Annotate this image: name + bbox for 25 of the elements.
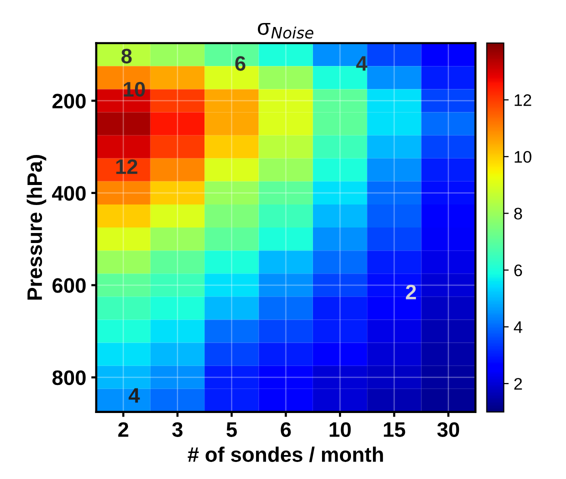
x-tick-label: 2 [118,422,128,437]
x-axis-title: # of sondes / month [188,446,383,462]
x-tick-label: 3 [172,422,183,437]
annotation: 2 [406,284,416,300]
y-axis-title: Pressure (hPa) [26,155,46,300]
chart-title: σ$_{Noise}$ [258,23,314,39]
color-bar-label: 8 [514,208,522,220]
color-bar-label: 4 [514,321,522,333]
x-tick-label: 30 [437,422,460,437]
annotation: 12 [116,159,138,174]
y-tick-label: 200 [52,94,86,108]
annotation: 8 [121,48,132,64]
color-bar-label: 2 [514,378,522,390]
x-tick-label: 15 [384,422,406,437]
color-bar-label: 10 [514,150,532,163]
x-tick-label: 6 [280,422,291,437]
color-bar-label: 6 [514,264,522,276]
x-tick-label: 10 [330,422,351,437]
y-tick-label: 400 [52,186,86,201]
color-bar-label: 12 [514,94,532,106]
y-tick-label: 600 [52,278,86,293]
annotation: 4 [128,388,140,403]
annotation: 4 [356,56,368,71]
y-tick-label: 800 [52,370,86,386]
x-tick-label: 5 [226,422,237,437]
